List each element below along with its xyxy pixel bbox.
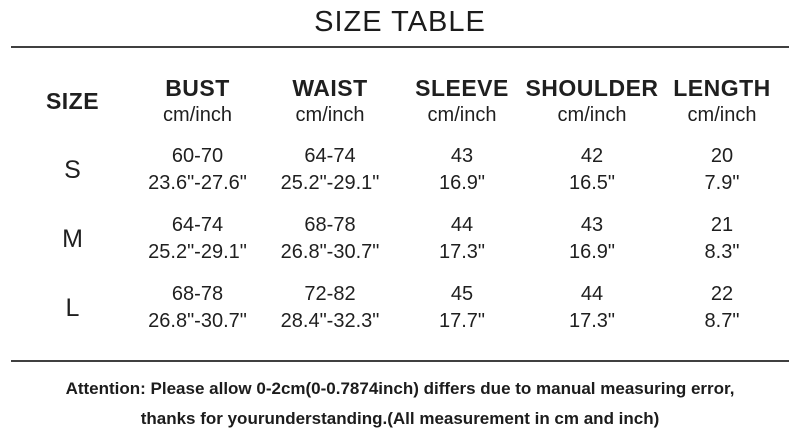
inch-value: 17.3" <box>568 310 616 332</box>
table-cell-waist-m: 68-78 26.8"-30.7" <box>260 212 400 266</box>
page-title: SIZE TABLE <box>314 6 486 38</box>
table-cell-sleeve-l: 45 17.7" <box>400 281 524 335</box>
column-header-shoulder: SHOULDER cm/inch <box>524 75 660 128</box>
column-header-waist: WAIST cm/inch <box>260 75 400 128</box>
cm-value: 68-78 <box>171 283 224 305</box>
column-header-sleeve: SLEEVE cm/inch <box>400 75 524 128</box>
table-cell-waist-s: 64-74 25.2"-29.1" <box>260 143 400 197</box>
inch-value: 25.2"-29.1" <box>280 172 380 194</box>
column-unit: cm/inch <box>427 104 497 126</box>
table-cell-bust-m: 64-74 25.2"-29.1" <box>135 212 260 266</box>
attention-note: Attention: Please allow 0-2cm(0-0.7874in… <box>0 378 800 429</box>
inch-value: 17.3" <box>438 241 486 263</box>
cm-value: 43 <box>580 214 604 236</box>
table-cell-shoulder-m: 43 16.9" <box>524 212 660 266</box>
inch-value: 26.8"-30.7" <box>148 310 247 332</box>
cm-value: 72-82 <box>304 283 356 305</box>
column-label: BUST <box>165 75 230 101</box>
cm-value: 20 <box>710 145 734 167</box>
column-label: SLEEVE <box>415 75 509 101</box>
column-header-size: SIZE <box>45 88 100 114</box>
table-cell-shoulder-l: 44 17.3" <box>524 281 660 335</box>
inch-value: 17.7" <box>438 310 486 332</box>
size-table: SIZE BUST cm/inch WAIST cm/inch SLEEVE c… <box>10 75 800 335</box>
cm-value: 44 <box>580 283 604 305</box>
inch-value: 16.9" <box>438 172 486 194</box>
column-unit: cm/inch <box>163 104 232 126</box>
column-unit: cm/inch <box>295 104 365 126</box>
cm-value: 42 <box>580 145 604 167</box>
cm-value: 64-74 <box>171 214 224 236</box>
cm-value: 60-70 <box>171 145 224 167</box>
cm-value: 44 <box>450 214 474 236</box>
column-label: SHOULDER <box>525 75 659 101</box>
cm-value: 45 <box>450 283 474 305</box>
cm-value: 64-74 <box>304 145 356 167</box>
inch-value: 8.7" <box>704 310 740 332</box>
table-cell-sleeve-s: 43 16.9" <box>400 143 524 197</box>
inch-value: 8.3" <box>704 241 740 263</box>
table-cell-length-s: 20 7.9" <box>660 143 784 197</box>
cm-value: 21 <box>710 214 734 236</box>
bottom-divider <box>11 360 789 362</box>
inch-value: 28.4"-32.3" <box>280 310 380 332</box>
row-label-s: S <box>64 155 81 184</box>
row-label-l: L <box>65 293 80 322</box>
inch-value: 7.9" <box>704 172 740 194</box>
top-divider <box>11 46 789 48</box>
column-label: WAIST <box>292 75 368 101</box>
table-cell-shoulder-s: 42 16.5" <box>524 143 660 197</box>
attention-line-2: thanks for yourunderstanding.(All measur… <box>140 409 660 428</box>
inch-value: 16.5" <box>568 172 616 194</box>
attention-line-1: Attention: Please allow 0-2cm(0-0.7874in… <box>65 379 735 398</box>
inch-value: 26.8"-30.7" <box>280 241 380 263</box>
column-unit: cm/inch <box>687 104 757 126</box>
table-cell-sleeve-m: 44 17.3" <box>400 212 524 266</box>
table-cell-bust-s: 60-70 23.6"-27.6" <box>135 143 260 197</box>
table-cell-waist-l: 72-82 28.4"-32.3" <box>260 281 400 335</box>
column-header-bust: BUST cm/inch <box>135 75 260 128</box>
cm-value: 43 <box>450 145 474 167</box>
inch-value: 25.2"-29.1" <box>148 241 247 263</box>
column-label: LENGTH <box>673 75 771 101</box>
cm-value: 22 <box>710 283 734 305</box>
inch-value: 23.6"-27.6" <box>148 172 247 194</box>
table-cell-length-m: 21 8.3" <box>660 212 784 266</box>
cm-value: 68-78 <box>304 214 356 236</box>
column-unit: cm/inch <box>557 104 627 126</box>
row-label-m: M <box>62 224 83 253</box>
table-cell-bust-l: 68-78 26.8"-30.7" <box>135 281 260 335</box>
table-cell-length-l: 22 8.7" <box>660 281 784 335</box>
column-header-length: LENGTH cm/inch <box>660 75 784 128</box>
inch-value: 16.9" <box>568 241 616 263</box>
